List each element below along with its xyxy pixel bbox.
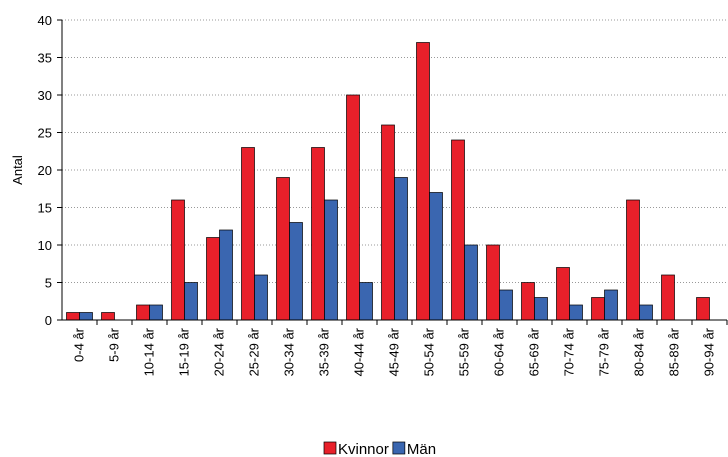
x-tick-label: 5-9 år — [107, 327, 122, 362]
bar — [486, 244, 500, 321]
x-tick-label: 0-4 år — [72, 327, 87, 362]
bar — [429, 192, 443, 321]
x-tick-label: 45-49 år — [387, 327, 402, 376]
bar — [324, 199, 338, 321]
x-tick-label: 60-64 år — [492, 327, 507, 376]
bar — [219, 229, 233, 321]
x-tick-label: 50-54 år — [422, 327, 437, 376]
bar — [276, 177, 290, 321]
bar — [451, 139, 465, 321]
bar — [171, 199, 185, 321]
y-tick-label: 10 — [38, 238, 52, 253]
x-tick-label: 40-44 år — [352, 327, 367, 376]
legend-swatch — [392, 441, 406, 455]
legend-swatch — [323, 441, 337, 455]
bar — [604, 289, 618, 321]
x-tick-label: 70-74 år — [562, 327, 577, 376]
x-tick-label: 75-79 år — [597, 327, 612, 376]
x-tick-label: 80-84 år — [632, 327, 647, 376]
y-tick-label: 20 — [38, 163, 52, 178]
legend-label: Kvinnor — [338, 441, 389, 457]
y-tick-label: 5 — [45, 276, 52, 291]
bar — [136, 304, 150, 321]
bar — [206, 237, 220, 321]
bar — [66, 312, 80, 321]
x-tick-label: 15-19 år — [177, 327, 192, 376]
bar — [346, 94, 360, 321]
bar — [499, 289, 513, 321]
bar — [556, 267, 570, 321]
bar — [464, 244, 478, 321]
bar — [149, 304, 163, 321]
bar — [79, 312, 93, 321]
bar — [381, 124, 395, 321]
bar — [416, 42, 430, 321]
bar — [591, 297, 605, 321]
bar — [241, 147, 255, 321]
x-tick-label: 90-94 år — [702, 327, 717, 376]
y-tick-label: 30 — [38, 88, 52, 103]
bar — [101, 312, 115, 321]
x-tick-label: 35-39 år — [317, 327, 332, 376]
y-tick-label: 15 — [38, 201, 52, 216]
x-tick-label: 65-69 år — [527, 327, 542, 376]
bar — [311, 147, 325, 321]
x-tick-label: 25-29 år — [247, 327, 262, 376]
y-axis-label: Antal — [10, 155, 25, 185]
bar — [534, 297, 548, 321]
y-tick-label: 40 — [38, 13, 52, 28]
x-tick-label: 10-14 år — [142, 327, 157, 376]
x-tick-label: 20-24 år — [212, 327, 227, 376]
x-tick-label: 30-34 år — [282, 327, 297, 376]
bar — [289, 222, 303, 321]
bar — [521, 282, 535, 321]
x-tick-label: 85-89 år — [667, 327, 682, 376]
y-tick-label: 0 — [45, 313, 52, 328]
bar — [359, 282, 373, 321]
y-tick-label: 35 — [38, 51, 52, 66]
bar — [661, 274, 675, 321]
bar — [639, 304, 653, 321]
bar — [184, 282, 198, 321]
y-tick-label: 25 — [38, 126, 52, 141]
bar — [626, 199, 640, 321]
bar — [254, 274, 268, 321]
bar — [394, 177, 408, 321]
x-tick-label: 55-59 år — [457, 327, 472, 376]
bar — [569, 304, 583, 321]
bar — [696, 297, 710, 321]
legend-label: Män — [407, 441, 436, 457]
